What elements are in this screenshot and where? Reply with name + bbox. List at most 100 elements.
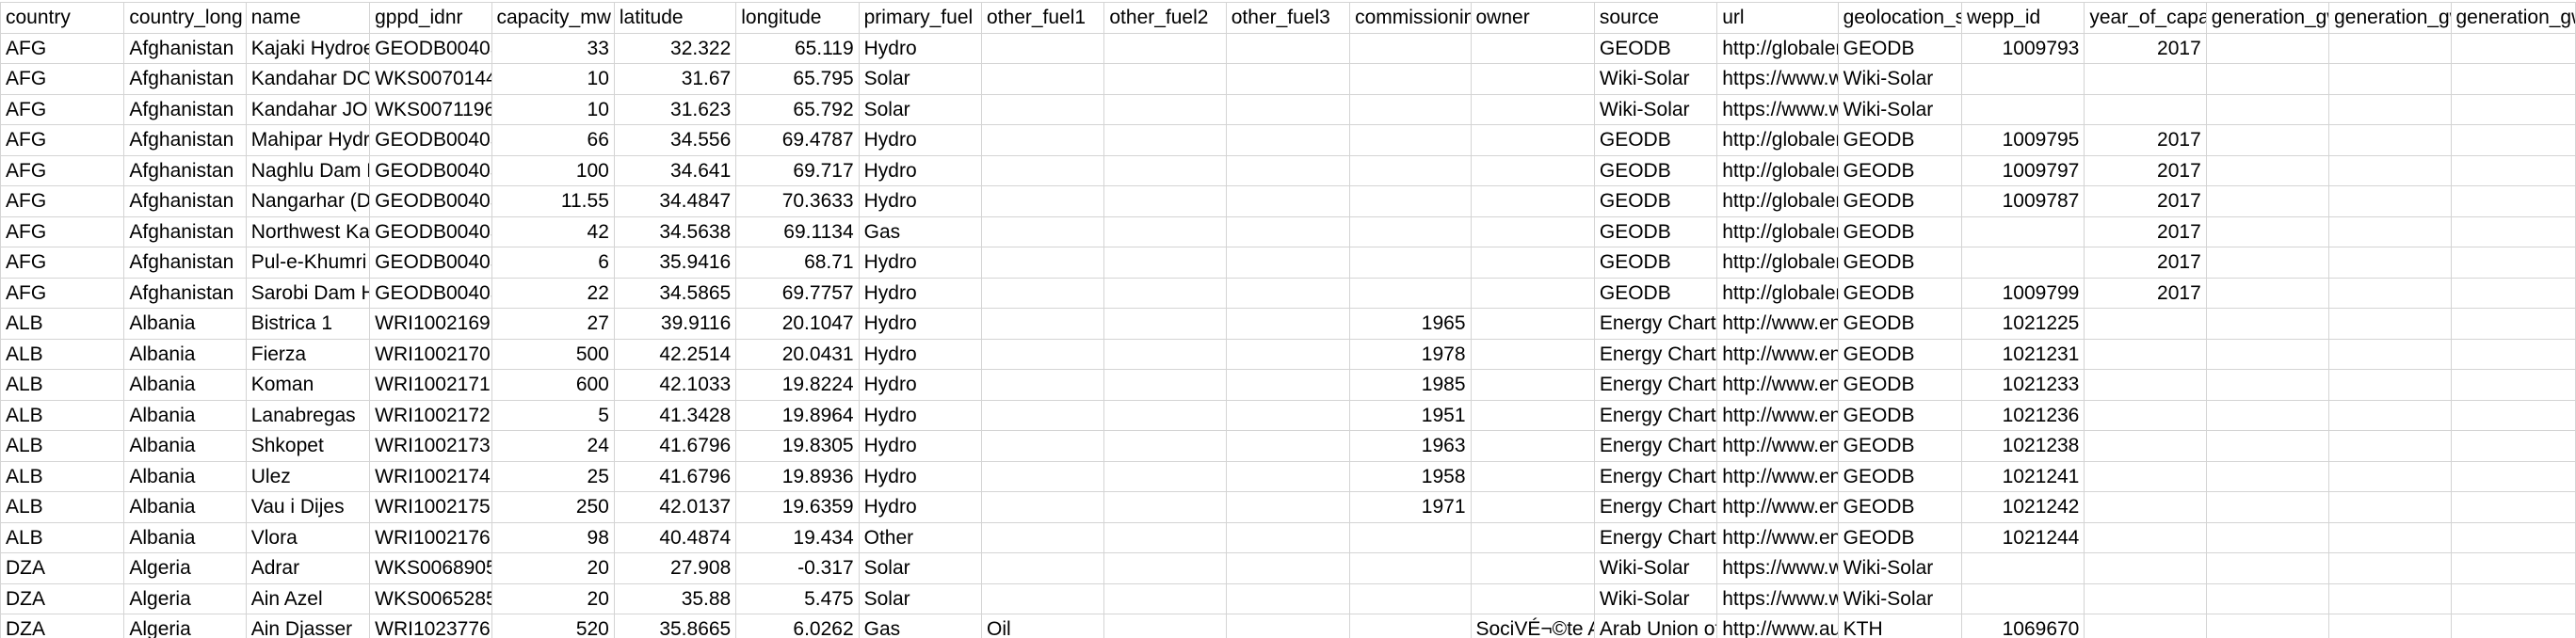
cell-longitude[interactable]: 69.717 [735,155,860,186]
cell-latitude[interactable]: 34.5638 [614,216,737,247]
cell-year-of-capacity-data[interactable] [2084,94,2207,125]
cell-generation-gwh-2013[interactable] [2206,522,2330,553]
cell-generation-gwh-2015[interactable] [2451,247,2576,279]
cell-latitude[interactable]: 42.2514 [614,339,737,370]
cell-other-fuel1[interactable] [981,308,1105,340]
cell-primary-fuel[interactable]: Hydro [859,247,983,279]
cell-latitude[interactable]: 41.6796 [614,461,737,492]
cell-commissioning-year[interactable] [1349,247,1472,279]
cell-geolocation-source[interactable]: GEODB [1838,33,1963,64]
cell-owner[interactable] [1471,63,1595,95]
cell-capacity-mw[interactable]: 11.55 [491,185,615,217]
cell-latitude[interactable]: 34.5865 [614,278,737,309]
cell-country[interactable]: ALB [0,308,125,340]
cell-other-fuel1[interactable] [981,155,1105,186]
cell-wepp-id[interactable]: 1009799 [1961,278,2085,309]
cell-generation-gwh-2015[interactable] [2451,339,2576,370]
cell-country[interactable]: AFG [0,124,125,156]
cell-owner[interactable] [1471,308,1595,340]
cell-generation-gwh-2015[interactable] [2451,491,2576,523]
cell-owner[interactable] [1471,124,1595,156]
cell-generation-gwh-2013[interactable] [2206,369,2330,401]
cell-year-of-capacity-data[interactable] [2084,614,2207,638]
cell-other-fuel2[interactable] [1103,400,1227,431]
cell-wepp-id[interactable] [1961,216,2085,247]
cell-gppd-idnr[interactable]: GEODB0040537 [369,247,492,279]
cell-url[interactable]: http://www.energycharter.org [1716,369,1839,401]
cell-longitude[interactable]: 6.0262 [735,614,860,638]
cell-country-long[interactable]: Afghanistan [123,185,247,217]
column-header-other-fuel1[interactable]: other_fuel1 [981,2,1105,34]
cell-primary-fuel[interactable]: Hydro [859,369,983,401]
cell-primary-fuel[interactable]: Hydro [859,491,983,523]
cell-geolocation-source[interactable]: GEODB [1838,124,1963,156]
cell-capacity-mw[interactable]: 250 [491,491,615,523]
cell-generation-gwh-2014[interactable] [2328,614,2452,638]
cell-generation-gwh-2015[interactable] [2451,94,2576,125]
cell-country[interactable]: ALB [0,369,125,401]
cell-primary-fuel[interactable]: Other [859,522,983,553]
cell-geolocation-source[interactable]: GEODB [1838,461,1963,492]
cell-wepp-id[interactable] [1961,94,2085,125]
column-header-gppd-idnr[interactable]: gppd_idnr [369,2,492,34]
cell-name[interactable]: Ain Azel [246,583,371,614]
cell-primary-fuel[interactable]: Solar [859,63,983,95]
cell-name[interactable]: Pul-e-Khumri Hydroelectric Power Plant A… [246,247,371,279]
cell-other-fuel2[interactable] [1103,369,1227,401]
cell-capacity-mw[interactable]: 33 [491,33,615,64]
cell-primary-fuel[interactable]: Hydro [859,33,983,64]
cell-primary-fuel[interactable]: Gas [859,614,983,638]
cell-other-fuel1[interactable] [981,369,1105,401]
cell-source[interactable]: Energy Charter Secretariat [1594,400,1718,431]
cell-other-fuel3[interactable] [1226,583,1351,614]
cell-generation-gwh-2014[interactable] [2328,247,2452,279]
cell-longitude[interactable]: 5.475 [735,583,860,614]
cell-other-fuel2[interactable] [1103,430,1227,462]
cell-year-of-capacity-data[interactable]: 2017 [2084,216,2207,247]
cell-other-fuel1[interactable] [981,247,1105,279]
cell-owner[interactable] [1471,33,1595,64]
cell-year-of-capacity-data[interactable] [2084,339,2207,370]
cell-geolocation-source[interactable]: Wiki-Solar [1838,583,1963,614]
cell-wepp-id[interactable]: 1021242 [1961,491,2085,523]
cell-latitude[interactable]: 40.4874 [614,522,737,553]
cell-longitude[interactable]: 65.792 [735,94,860,125]
cell-other-fuel1[interactable] [981,33,1105,64]
cell-latitude[interactable]: 35.8665 [614,614,737,638]
cell-other-fuel1[interactable] [981,94,1105,125]
column-header-primary-fuel[interactable]: primary_fuel [859,2,983,34]
cell-url[interactable]: https://www.wiki-solar.org [1716,94,1839,125]
cell-other-fuel2[interactable] [1103,124,1227,156]
cell-other-fuel3[interactable] [1226,400,1351,431]
cell-longitude[interactable]: 19.6359 [735,491,860,523]
cell-generation-gwh-2014[interactable] [2328,33,2452,64]
cell-owner[interactable] [1471,491,1595,523]
cell-other-fuel2[interactable] [1103,33,1227,64]
cell-name[interactable]: Ulez [246,461,371,492]
cell-generation-gwh-2014[interactable] [2328,430,2452,462]
cell-other-fuel2[interactable] [1103,63,1227,95]
cell-year-of-capacity-data[interactable] [2084,461,2207,492]
cell-country-long[interactable]: Afghanistan [123,94,247,125]
cell-generation-gwh-2013[interactable] [2206,491,2330,523]
cell-other-fuel1[interactable] [981,124,1105,156]
cell-country-long[interactable]: Afghanistan [123,124,247,156]
cell-source[interactable]: Energy Charter Secretariat [1594,308,1718,340]
cell-primary-fuel[interactable]: Hydro [859,155,983,186]
cell-commissioning-year[interactable] [1349,33,1472,64]
cell-primary-fuel[interactable]: Hydro [859,430,983,462]
cell-owner[interactable] [1471,400,1595,431]
cell-latitude[interactable]: 35.88 [614,583,737,614]
cell-geolocation-source[interactable]: GEODB [1838,155,1963,186]
cell-other-fuel3[interactable] [1226,155,1351,186]
cell-country[interactable]: AFG [0,33,125,64]
cell-owner[interactable] [1471,522,1595,553]
cell-url[interactable]: http://globalenergyobservatory.org [1716,278,1839,309]
cell-commissioning-year[interactable] [1349,124,1472,156]
cell-owner[interactable] [1471,185,1595,217]
column-header-capacity-mw[interactable]: capacity_mw [491,2,615,34]
cell-country[interactable]: ALB [0,461,125,492]
cell-other-fuel3[interactable] [1226,552,1351,584]
cell-other-fuel3[interactable] [1226,278,1351,309]
cell-generation-gwh-2014[interactable] [2328,400,2452,431]
